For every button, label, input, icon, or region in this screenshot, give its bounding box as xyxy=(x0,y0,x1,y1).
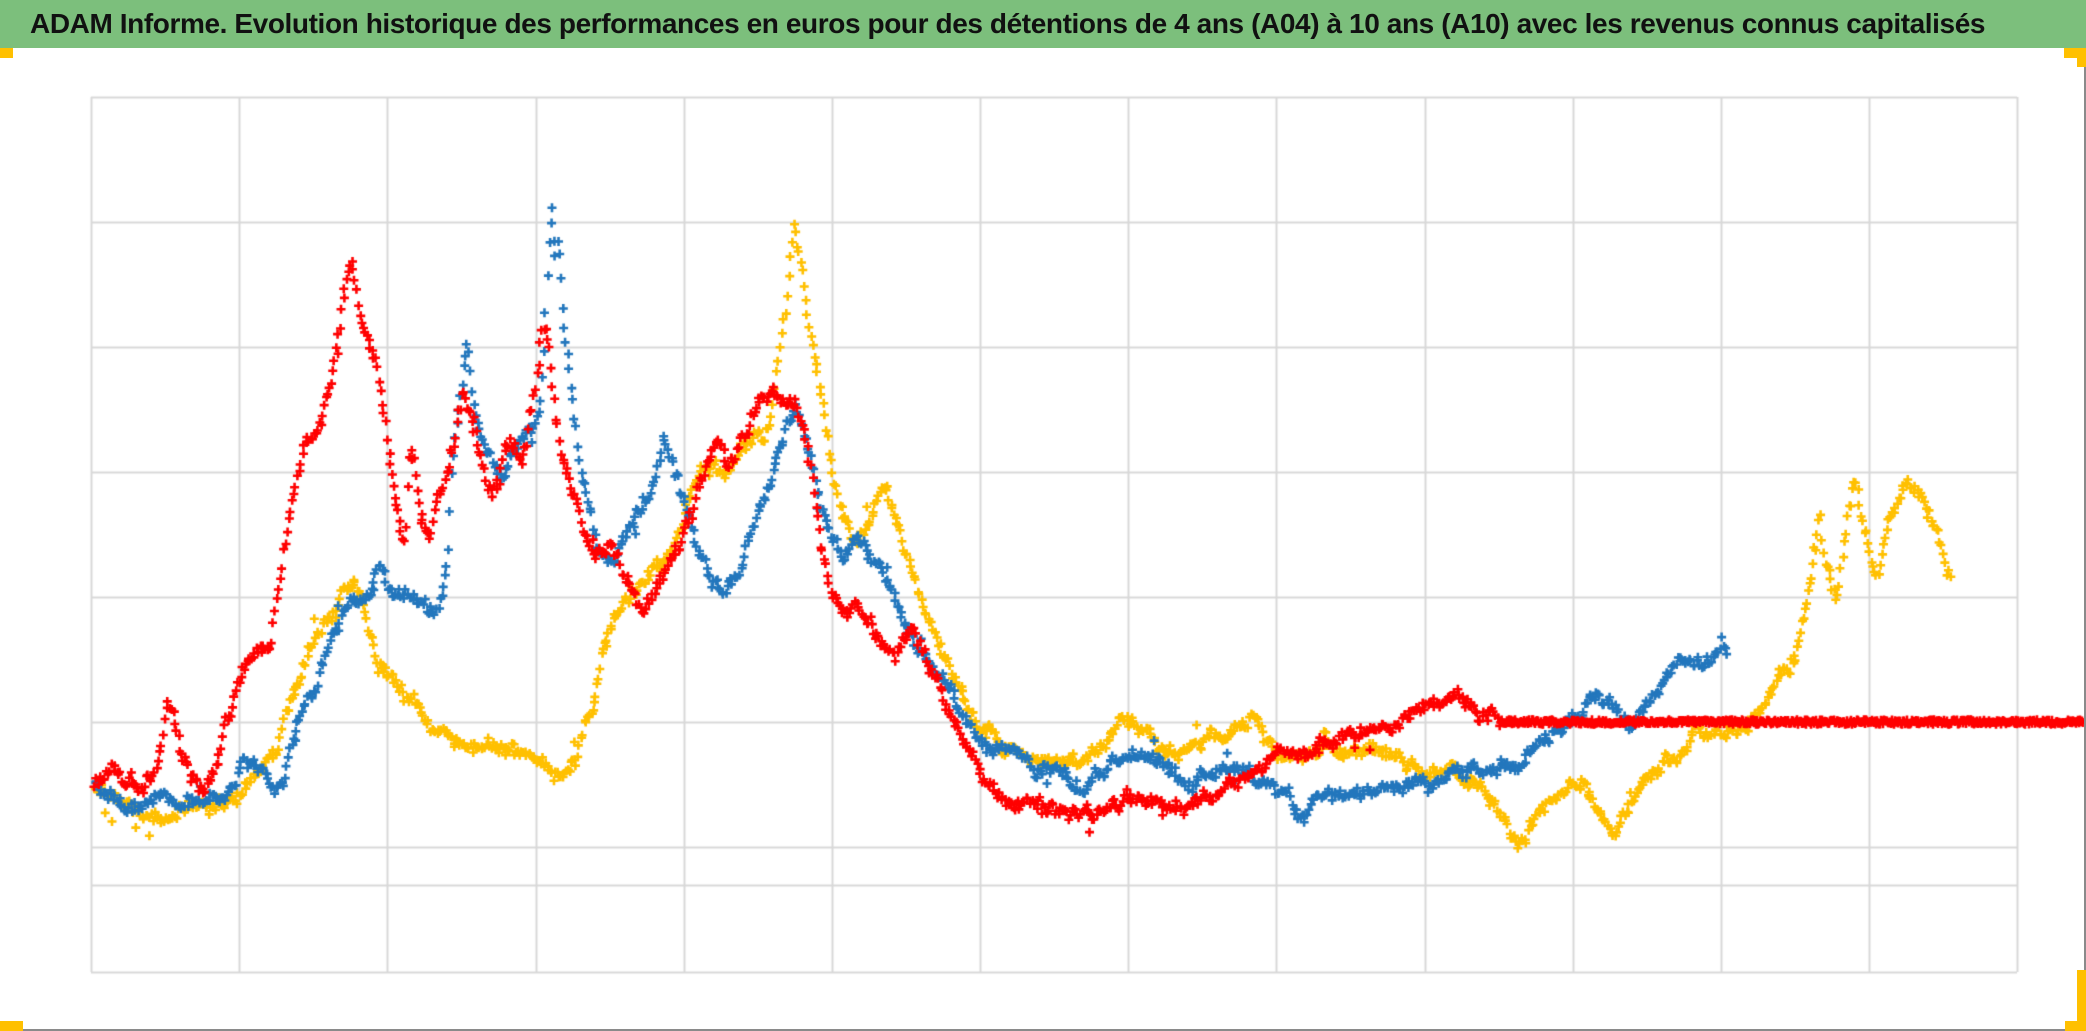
selection-handle-bottom-left[interactable] xyxy=(0,1021,23,1031)
slide-bottom-edge xyxy=(0,1029,2086,1031)
slide-title-bar: ADAM Informe. Evolution historique des p… xyxy=(0,0,2086,48)
selection-handle-top-right[interactable] xyxy=(2064,48,2086,58)
selection-handle-bottom-right-v[interactable] xyxy=(2077,970,2086,1031)
slide-title: ADAM Informe. Evolution historique des p… xyxy=(30,8,1986,39)
selection-handle-top-right-v[interactable] xyxy=(2077,48,2086,67)
selection-handle-bottom-right[interactable] xyxy=(2065,1021,2086,1031)
slide-right-edge xyxy=(2084,48,2086,1031)
selection-handle-top-left[interactable] xyxy=(0,48,13,58)
